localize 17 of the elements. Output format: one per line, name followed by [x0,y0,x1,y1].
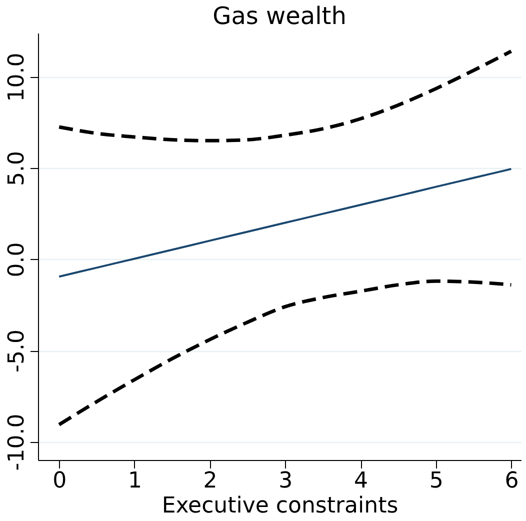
x-tick-label: 5 [429,468,444,494]
y-tick-label: -10.0 [4,414,30,471]
line-series [57,279,513,426]
x-tick-label: 1 [128,468,142,494]
x-tick-label: 6 [504,468,519,494]
x-tick-label: 3 [278,468,293,494]
line-series [58,168,512,278]
x-axis-title: Executive constraints [162,494,398,518]
y-tick-label: 10.0 [4,52,30,102]
x-tick-label: 2 [203,468,218,494]
x-tick-label: 4 [354,468,368,494]
line-series [57,50,513,142]
y-tick-label: -5.0 [4,330,30,372]
y-tick-label: 5.0 [4,151,30,186]
chart-title: Gas wealth [212,2,346,30]
x-tick-label: 0 [52,468,67,494]
y-tick-label: 0.0 [4,242,30,278]
